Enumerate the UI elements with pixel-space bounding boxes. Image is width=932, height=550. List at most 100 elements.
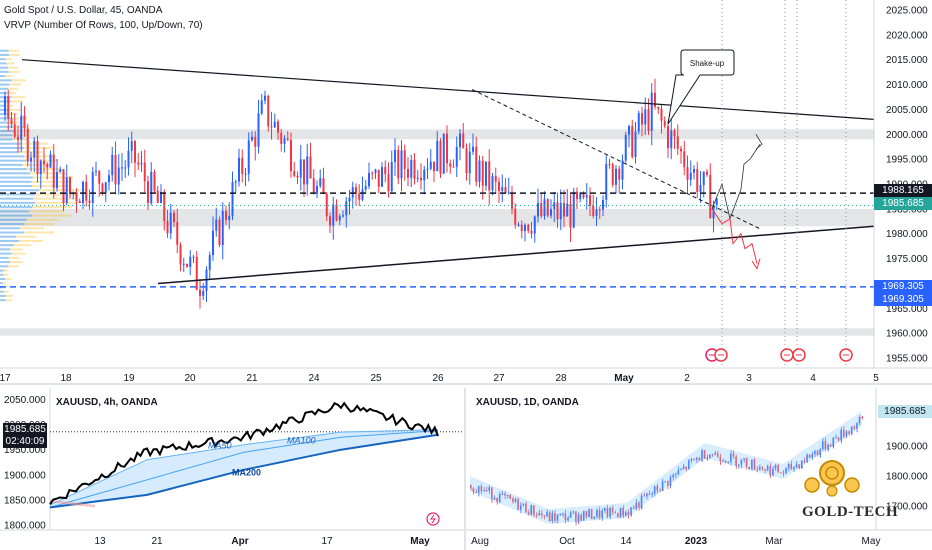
candle-body <box>670 130 673 149</box>
volume-profile-bar <box>8 66 19 69</box>
volume-profile-bar <box>19 227 44 230</box>
candle-body <box>173 212 175 223</box>
candle-body <box>23 115 26 129</box>
candle-body <box>589 195 591 206</box>
candle-body <box>585 511 588 518</box>
candle-body <box>695 457 698 460</box>
candle-body <box>709 454 711 458</box>
candle-body <box>472 488 475 492</box>
candle-body <box>664 481 666 483</box>
candle-body <box>244 173 247 175</box>
candle-body <box>429 161 432 169</box>
volume-profile-bar <box>31 184 71 187</box>
candle-body <box>585 195 588 198</box>
candle-body <box>525 503 527 513</box>
time-axis-tick: 24 <box>308 373 320 384</box>
candle-body <box>108 175 110 183</box>
candle-body <box>798 464 800 468</box>
candle-body <box>335 204 338 221</box>
chart-1d[interactable]: 1900.000 1800.000 1700.000 Aug Oct 14 2023 Mar M… <box>466 388 932 550</box>
candle-body <box>572 511 575 513</box>
candle-body <box>850 426 853 434</box>
candle-body <box>501 493 504 495</box>
volume-profile-bar <box>0 62 7 65</box>
candle-body <box>782 472 785 474</box>
volume-profile-bar <box>6 62 15 65</box>
candle-body <box>660 108 663 121</box>
candle-body <box>114 154 117 185</box>
candle-body <box>46 164 49 168</box>
chart-1d-time-tick: 14 <box>620 536 632 547</box>
candle-body <box>648 493 651 495</box>
volume-profile-bar <box>3 269 8 272</box>
candle-body <box>75 192 78 202</box>
candle-body <box>377 169 380 187</box>
volume-profile-bar <box>26 218 60 221</box>
candle-body <box>332 204 335 226</box>
candle-body <box>358 193 361 200</box>
candle-body <box>416 177 419 179</box>
volume-profile-bar <box>0 214 33 217</box>
volume-profile-bar <box>9 53 21 56</box>
volume-profile-bar <box>0 168 27 171</box>
main-chart[interactable]: Shake-up 2025.000 2020.000 2015.000 2010.000… <box>0 0 932 385</box>
candle-body <box>806 454 808 463</box>
candle-body <box>709 174 712 219</box>
volume-profile-bar <box>0 277 5 280</box>
candle-body <box>215 219 218 231</box>
candle-body <box>564 513 567 521</box>
candle-body <box>36 140 39 174</box>
volume-profile-bar <box>5 294 13 297</box>
candle-body <box>62 169 65 203</box>
candle-body <box>312 178 315 194</box>
candle-body <box>661 481 664 491</box>
volume-profile-bar <box>0 75 6 78</box>
candle-body <box>829 444 832 447</box>
candle-body <box>561 513 564 515</box>
candle-body <box>420 177 422 181</box>
candle-body <box>696 169 699 192</box>
candle-body <box>751 459 753 469</box>
candle-body <box>397 149 400 179</box>
candle-body <box>199 289 201 296</box>
candle-body <box>189 256 192 267</box>
volume-profile-bar <box>0 125 13 128</box>
bullish-projection-path <box>711 143 761 221</box>
candle-body <box>682 466 685 470</box>
candle-body <box>439 140 442 174</box>
candle-body <box>39 160 42 174</box>
candle-body <box>127 150 130 168</box>
candle-body <box>827 444 829 450</box>
candle-body <box>615 168 617 185</box>
candle-body <box>527 512 530 515</box>
candle-body <box>293 171 296 176</box>
candle-body <box>361 189 364 200</box>
candle-body <box>637 113 640 132</box>
candle-body <box>225 210 227 221</box>
candle-body <box>674 474 677 476</box>
candle-body <box>156 190 159 203</box>
candle-body <box>582 193 585 198</box>
volume-profile-bar <box>0 248 11 251</box>
candle-body <box>7 96 10 119</box>
candle-body <box>777 465 779 473</box>
candle-body <box>740 459 743 465</box>
gold-tech-logo-text: GOLD-TECH <box>802 504 899 520</box>
candle-body <box>134 141 136 163</box>
candle-body <box>290 139 292 172</box>
candle-body <box>546 199 549 216</box>
candle-body <box>520 224 523 232</box>
candle-body <box>540 513 543 516</box>
candle-body <box>465 148 468 174</box>
candle-body <box>706 457 708 459</box>
candle-body <box>832 437 835 447</box>
time-axis-tick: 17 <box>0 373 11 384</box>
volume-profile-bar <box>0 172 30 175</box>
chart-4h-time-tick: Apr <box>231 536 248 547</box>
volume-profile-bar <box>13 244 32 247</box>
candle-body <box>208 255 211 270</box>
price-axis-tick: 2000.000 <box>886 130 928 141</box>
candle-body <box>104 182 107 193</box>
volume-profile-bar <box>0 282 3 285</box>
chart-4h[interactable]: MA50MA100MA2002050.0002000.0001950.00019… <box>0 388 466 550</box>
